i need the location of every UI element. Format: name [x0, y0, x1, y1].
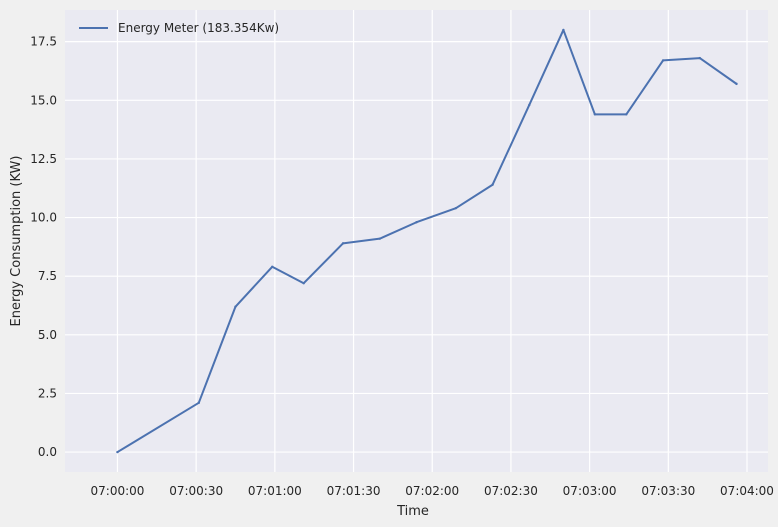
data-point [735, 82, 738, 86]
data-point [197, 401, 200, 405]
x-tick-label: 07:04:00 [720, 484, 774, 498]
data-point [593, 113, 597, 116]
data-point [528, 103, 531, 107]
x-tick-label: 07:03:30 [641, 484, 695, 498]
data-point [116, 450, 119, 454]
y-tick-label: 5.0 [38, 328, 57, 342]
x-tick-label: 07:03:00 [563, 484, 617, 498]
y-tick-label: 15.0 [30, 93, 57, 107]
data-point [698, 56, 701, 60]
legend-label: Energy Meter (183.354Kw) [118, 21, 279, 35]
x-tick-label: 07:02:00 [405, 484, 459, 498]
x-tick-label: 07:00:30 [169, 484, 223, 498]
data-point [491, 183, 494, 186]
data-point [562, 28, 565, 32]
data-point [378, 237, 381, 240]
y-tick-label: 2.5 [38, 386, 57, 400]
data-point [302, 282, 305, 285]
y-tick-label: 0.0 [38, 445, 57, 459]
x-axis-label: Time [396, 504, 429, 519]
grid [65, 10, 768, 472]
y-tick-label: 17.5 [30, 35, 57, 49]
legend: Energy Meter (183.354Kw) [79, 21, 279, 35]
y-tick-label: 7.5 [38, 269, 57, 283]
plot-area [65, 10, 768, 472]
x-tick-label: 07:01:30 [327, 484, 381, 498]
series-layer [116, 28, 738, 454]
x-tick-labels: 07:00:00 07:00:30 07:01:00 07:01:30 07:02:00… [91, 484, 774, 498]
y-tick-label: 12.5 [30, 152, 57, 166]
data-point [454, 206, 458, 210]
y-tick-labels: 0.0 2.5 5.0 7.5 10.0 12.5 15.0 17.5 [30, 35, 57, 459]
data-point [271, 265, 274, 268]
x-tick-label: 07:02:30 [484, 484, 538, 498]
x-tick-label: 07:00:00 [91, 484, 145, 498]
data-point [625, 113, 628, 116]
y-tick-label: 10.0 [30, 211, 57, 225]
data-point [415, 221, 418, 224]
x-tick-label: 07:01:00 [248, 484, 302, 498]
data-point [661, 59, 665, 62]
data-point [234, 305, 237, 308]
y-axis-label: Energy Consumption (KW) [9, 156, 24, 327]
data-point [341, 242, 345, 245]
